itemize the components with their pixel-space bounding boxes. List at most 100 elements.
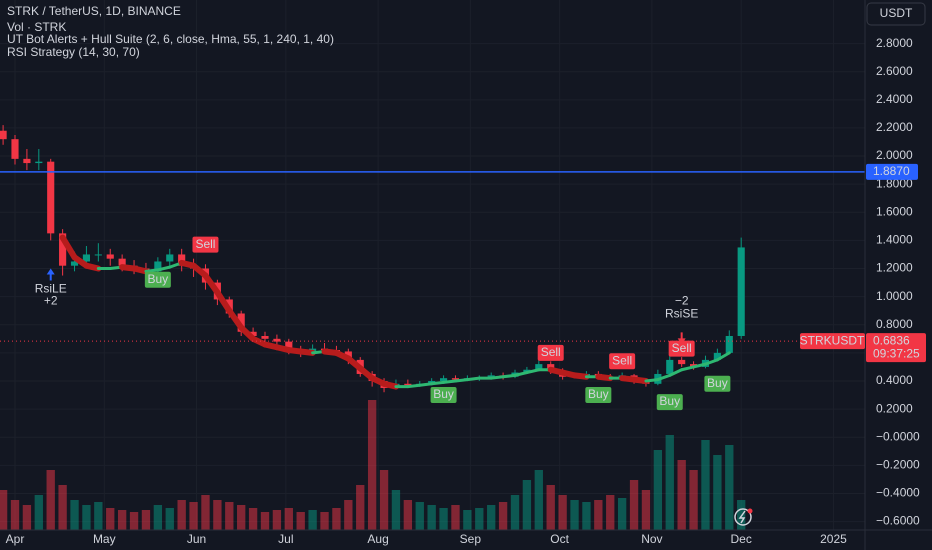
volume-bar [463,510,472,530]
candle-body [23,158,31,164]
volume-bar [332,508,341,530]
hull-segment [381,380,399,390]
hull-segment [131,265,149,275]
countdown-label: 09:37:25 [873,346,920,360]
hull-segment [430,380,446,386]
volume-bar [379,470,389,530]
volume-bar [427,505,436,530]
volume-bar [225,502,234,530]
candle-body [713,352,721,360]
volume-bar [153,505,163,530]
y-tick-label: 1.0000 [876,289,913,303]
volume-bar [510,495,520,530]
volume-bar [141,510,151,530]
volume-bar [320,512,329,530]
hline-label: 1.8870 [873,164,910,178]
volume-bar [415,502,424,530]
hull-segment [453,378,469,383]
volume-bar [522,480,532,530]
volume-bar [475,508,484,530]
x-tick-label: Oct [550,532,569,546]
hull-segment [680,365,696,372]
volume-bar [165,508,174,530]
hull-segment [226,307,245,331]
currency-label[interactable]: USDT [880,6,913,20]
volume-bar [0,490,8,530]
last-price-box [866,333,926,363]
strategy-label: RsiSE [665,307,698,321]
hull-segment [703,358,719,366]
volume-bar [177,500,186,530]
volume-bar [713,455,722,530]
volume-bar [677,460,686,530]
volume-bar [356,485,365,530]
volume-bar [617,498,627,530]
candle-body [82,254,90,262]
x-tick-label: Aug [367,532,388,546]
indicator-label: Vol · STRK [7,20,66,34]
signal-label: Sell [672,341,692,355]
chart-title: STRK / TetherUS, 1D, BINANCE [7,4,181,18]
y-tick-label: −0.0000 [876,429,920,443]
candle-body [249,331,257,336]
candle-body [118,258,126,266]
x-tick-label: 2025 [820,532,847,546]
volume-bar [94,502,103,530]
y-tick-label: 2.6000 [876,64,913,78]
volume-bar [117,510,127,530]
candle-body [70,261,79,266]
y-tick-label: 0.4000 [876,373,913,387]
hull-segment [489,375,505,380]
signal-label: Buy [148,272,169,286]
hull-segment [571,372,590,380]
x-tick-label: Jul [278,532,293,546]
hull-segment [83,262,102,272]
volume-bar [487,505,496,530]
hull-segment [418,382,434,387]
axes: 2.80002.60002.40002.20002.00001.80001.60… [6,36,926,546]
y-tick-label: 2.0000 [876,148,913,162]
candle-body [11,139,19,159]
hull-segment [656,373,672,382]
signal-label: Sell [195,237,215,251]
hull-segment [692,362,707,369]
symbol-box [800,333,865,350]
volume-bar [344,500,353,530]
y-tick-label: 0.2000 [876,401,913,415]
hull-segment [715,351,731,362]
volume-bar [201,495,210,530]
signal-label: Sell [612,353,632,367]
y-tick-label: −0.2000 [876,458,920,472]
volume-pane [0,400,746,530]
volume-bar [582,502,591,530]
volume-bar [248,508,258,530]
y-tick-label: 1.2000 [876,261,913,275]
candle-body [404,383,412,386]
candle-body [106,254,114,259]
hull-segment [668,368,684,377]
y-tick-label: 2.8000 [876,36,913,50]
volume-bar [403,500,413,530]
hull-segment [59,234,78,261]
volume-bar [296,512,305,530]
volume-bar [689,470,698,530]
candle-body [47,161,55,234]
volume-bar [10,500,20,530]
signal-label: Buy [707,376,728,390]
volume-bar [189,502,198,530]
volume-bar [629,480,639,530]
hull-segment [595,373,614,382]
currency-button[interactable] [866,2,926,26]
volume-bar [594,500,603,530]
candle-body [725,335,733,353]
volume-bar [725,445,734,530]
candle-body [737,247,745,336]
volume-bar [272,510,282,530]
hull-segment [465,376,481,382]
volume-bar [82,505,91,530]
volume-bar [391,490,401,530]
candle-body [35,161,43,164]
y-tick-label: 2.2000 [876,120,913,134]
